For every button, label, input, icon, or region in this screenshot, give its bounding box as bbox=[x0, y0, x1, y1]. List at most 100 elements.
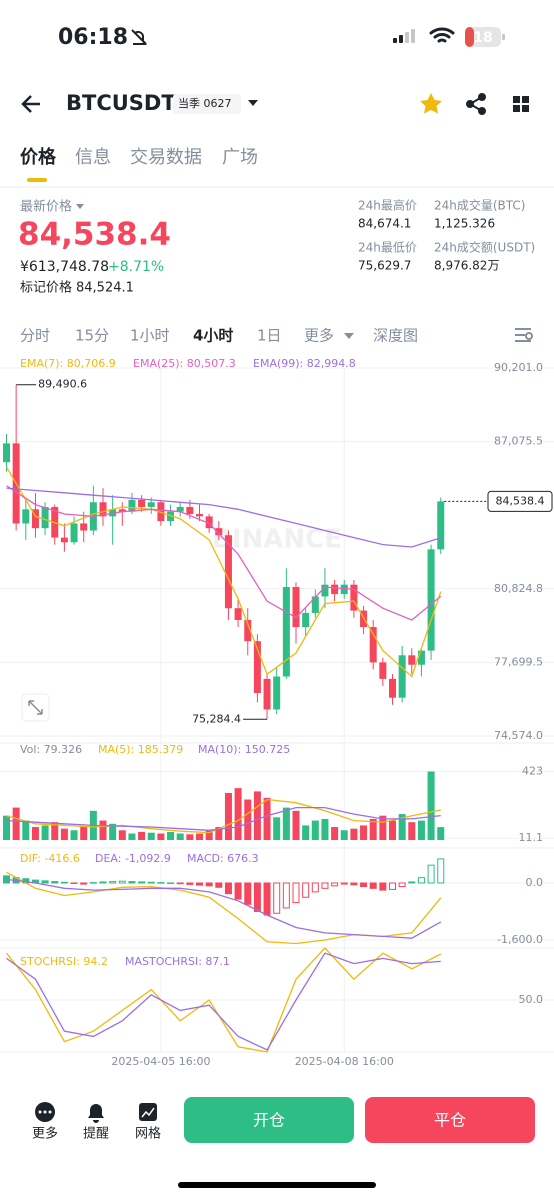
candle-body bbox=[331, 584, 339, 595]
tab[interactable]: 信息 bbox=[75, 147, 111, 168]
candle-body bbox=[263, 678, 271, 710]
volume-bar bbox=[41, 825, 49, 840]
candle-body bbox=[437, 501, 445, 550]
volume-bar bbox=[398, 814, 406, 840]
macd-bar bbox=[427, 864, 435, 884]
candle-body bbox=[157, 502, 165, 522]
candle-body bbox=[398, 655, 406, 698]
volume-bar bbox=[186, 834, 194, 840]
home-indicator bbox=[178, 1182, 376, 1188]
last-price-box bbox=[487, 490, 553, 512]
volume-bar bbox=[253, 791, 261, 840]
volume-bar bbox=[205, 830, 213, 840]
indicator-line bbox=[6, 798, 441, 834]
y-tick-label: -1,600.0 bbox=[497, 933, 543, 946]
share-button[interactable] bbox=[466, 93, 486, 115]
macd-bar bbox=[273, 882, 281, 914]
candle-body bbox=[3, 443, 10, 463]
interval[interactable]: 15分 bbox=[75, 327, 109, 345]
macd-bar bbox=[224, 882, 232, 895]
indicator-line bbox=[5, 947, 442, 1053]
footer-action[interactable]: 网格 bbox=[135, 1126, 161, 1142]
volume-bar bbox=[321, 818, 329, 840]
candle-body bbox=[427, 549, 435, 651]
panel-title: Vol: 79.326 bbox=[20, 743, 82, 756]
legend-entry: EMA(99): 82,994.8 bbox=[253, 357, 356, 370]
footer-action[interactable]: 提醒 bbox=[83, 1126, 109, 1142]
panel-title: MACD: 676.3 bbox=[187, 852, 259, 865]
candle-body bbox=[302, 612, 310, 628]
legend-entry: MASTOCHRSI: 87.1 bbox=[125, 955, 230, 968]
macd-bar bbox=[244, 882, 252, 905]
settings-button[interactable] bbox=[515, 328, 533, 342]
stat-label: 24h成交量(BTC) bbox=[434, 198, 525, 213]
volume-bar bbox=[369, 818, 377, 840]
volume-bar bbox=[138, 831, 146, 840]
legend-entry: MA(5): 185.379 bbox=[98, 743, 183, 756]
dropdown-icon[interactable] bbox=[344, 333, 354, 339]
favorite-star[interactable] bbox=[420, 93, 442, 114]
y-tick-label: 50.0 bbox=[519, 993, 544, 1006]
candle-body bbox=[253, 641, 261, 693]
candle-body bbox=[244, 619, 252, 642]
contract-pill[interactable] bbox=[173, 94, 241, 114]
stat-label: 24h成交额(USDT) bbox=[434, 240, 535, 255]
dropdown-icon[interactable] bbox=[76, 204, 84, 209]
annotation-label: 89,490.6 bbox=[38, 378, 87, 391]
volume-bar bbox=[12, 807, 20, 840]
volume-bar bbox=[109, 823, 117, 840]
interval[interactable]: 4小时 bbox=[193, 327, 233, 345]
macd-bar bbox=[80, 882, 88, 885]
candle-body bbox=[147, 502, 155, 507]
indicator-line bbox=[6, 952, 441, 1051]
interval[interactable]: 1小时 bbox=[130, 327, 170, 345]
close-button[interactable] bbox=[365, 1097, 535, 1143]
tab[interactable]: 价格 bbox=[20, 146, 57, 168]
volume-bar bbox=[282, 807, 290, 840]
footer-action[interactable]: 更多 bbox=[32, 1126, 58, 1142]
volume-bar bbox=[157, 833, 165, 840]
back-button[interactable] bbox=[21, 95, 40, 113]
open-button[interactable] bbox=[184, 1097, 354, 1143]
candle-body bbox=[70, 523, 78, 543]
macd-bar bbox=[176, 882, 184, 885]
interval[interactable]: 更多 bbox=[304, 327, 334, 345]
candle-body bbox=[389, 678, 396, 698]
candle-body bbox=[408, 655, 416, 665]
last-price-label: 84,538.4 bbox=[496, 494, 545, 507]
stat-value: 84,674.1 bbox=[358, 217, 411, 231]
candle-body bbox=[350, 584, 358, 611]
volume-bar bbox=[196, 833, 203, 840]
layout-button[interactable] bbox=[513, 96, 529, 112]
volume-bar bbox=[118, 830, 126, 840]
candle-body bbox=[60, 537, 68, 543]
panel-dividers bbox=[0, 742, 554, 1053]
stat-value: 8,976.82万 bbox=[434, 259, 499, 273]
mark-price: 84,524.1 bbox=[76, 281, 134, 296]
indicator-line bbox=[6, 487, 441, 548]
dropdown-icon[interactable] bbox=[248, 100, 258, 106]
volume-bar bbox=[224, 793, 232, 840]
macd-bar bbox=[379, 882, 387, 891]
interval[interactable]: 1日 bbox=[257, 327, 282, 345]
macd-bar bbox=[437, 858, 445, 884]
interval[interactable]: 深度图 bbox=[373, 327, 418, 345]
tab[interactable]: 广场 bbox=[222, 147, 258, 168]
candle-body bbox=[205, 516, 213, 529]
macd-bar bbox=[340, 882, 348, 885]
volume-bar bbox=[70, 830, 78, 840]
indicator-line bbox=[6, 878, 442, 939]
indicator-line bbox=[6, 485, 442, 621]
candle-body bbox=[369, 627, 377, 663]
candle-body bbox=[41, 506, 49, 529]
expand-icon bbox=[28, 700, 43, 715]
macd-bar bbox=[205, 882, 213, 887]
interval[interactable]: 分时 bbox=[20, 327, 50, 345]
volume-bar bbox=[263, 797, 271, 840]
candle-body bbox=[176, 506, 184, 512]
volume-bar bbox=[302, 825, 310, 840]
tab[interactable]: 交易数据 bbox=[130, 147, 202, 168]
symbol[interactable]: BTCUSDT bbox=[66, 91, 176, 115]
macd-bar bbox=[186, 882, 194, 885]
